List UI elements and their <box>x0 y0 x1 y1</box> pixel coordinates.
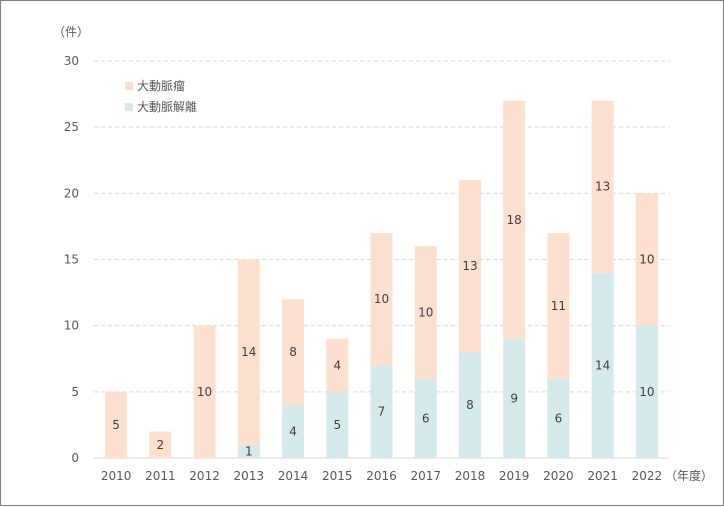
y-unit-label: （件） <box>53 25 89 39</box>
x-tick-label: 2017 <box>410 469 441 483</box>
bar-segment <box>149 431 172 458</box>
data-label: 14 <box>241 345 256 359</box>
x-unit-label: （年度） <box>665 468 713 483</box>
bar-segment <box>591 272 614 458</box>
x-tick-label: 2016 <box>366 469 397 483</box>
bar-segment <box>237 444 260 458</box>
bar-segment <box>458 352 481 458</box>
data-label: 4 <box>333 358 341 372</box>
x-tick-label: 2018 <box>455 469 486 483</box>
y-tick-label: 0 <box>71 451 79 465</box>
x-tick-label: 2022 <box>632 469 663 483</box>
x-tick-label: 2021 <box>587 469 618 483</box>
data-label: 11 <box>551 299 566 313</box>
bar-segment <box>326 338 349 392</box>
y-tick-label: 10 <box>64 319 79 333</box>
legend-swatch <box>125 103 133 111</box>
bar-segment <box>105 391 128 458</box>
bar-segment <box>370 365 393 458</box>
x-tick-label: 2014 <box>278 469 309 483</box>
x-tick-label: 2012 <box>189 469 220 483</box>
bar-segment <box>591 100 614 273</box>
bar-segment <box>414 246 437 379</box>
y-tick-label: 25 <box>64 120 79 134</box>
x-tick-label: 2019 <box>499 469 530 483</box>
bar-segment <box>547 378 570 458</box>
data-label: 8 <box>289 345 297 359</box>
bar-segment <box>503 100 526 339</box>
data-label: 2 <box>157 438 165 452</box>
bar-segment <box>282 405 305 458</box>
x-tick-label: 2011 <box>145 469 176 483</box>
data-label: 10 <box>639 253 654 267</box>
data-label: 4 <box>289 425 297 439</box>
bar-segment <box>414 378 437 458</box>
bar-segment <box>635 325 658 458</box>
data-label: 10 <box>639 385 654 399</box>
data-label: 5 <box>112 418 120 432</box>
legend-swatch <box>125 82 133 90</box>
legend-label: 大動脈瘤 <box>137 78 185 93</box>
data-label: 10 <box>374 292 389 306</box>
y-axis: 0 5 10 15 20 25 30 <box>64 54 79 465</box>
data-label: 9 <box>510 391 518 405</box>
x-tick-label: 2010 <box>101 469 132 483</box>
data-label: 13 <box>595 180 610 194</box>
x-axis: 2010 2011 2012 2013 2014 2015 2016 2017 2018 2019… <box>101 469 662 483</box>
data-label: 18 <box>507 213 522 227</box>
bars <box>105 100 658 458</box>
x-tick-label: 2013 <box>234 469 265 483</box>
y-tick-label: 5 <box>71 385 79 399</box>
bar-segment <box>326 391 349 458</box>
bar-segment <box>547 233 570 379</box>
x-tick-label: 2020 <box>543 469 574 483</box>
data-label: 1 <box>245 444 253 458</box>
bar-segment <box>282 299 305 406</box>
bar-segment <box>193 325 216 458</box>
bar-segment <box>370 233 393 366</box>
x-tick-label: 2015 <box>322 469 353 483</box>
y-tick-label: 20 <box>64 186 79 200</box>
data-label: 6 <box>422 411 430 425</box>
data-label: 6 <box>555 411 563 425</box>
data-label: 13 <box>462 259 477 273</box>
y-tick-label: 15 <box>64 253 79 267</box>
y-tick-label: 30 <box>64 54 79 68</box>
data-label: 10 <box>418 305 433 319</box>
data-label: 14 <box>595 358 610 372</box>
data-label: 10 <box>197 385 212 399</box>
bar-segment <box>237 259 260 445</box>
legend-label: 大動脈解離 <box>137 100 197 114</box>
data-labels: 5 2 10 1 14 4 8 5 4 7 10 6 10 8 13 9 18 6 11 14 13 10 10 <box>112 180 654 459</box>
bar-segment <box>635 193 658 326</box>
bar-segment <box>458 180 481 353</box>
data-label: 8 <box>466 398 474 412</box>
data-label: 7 <box>378 405 386 419</box>
data-label: 5 <box>333 418 341 432</box>
bar-segment <box>503 338 526 458</box>
